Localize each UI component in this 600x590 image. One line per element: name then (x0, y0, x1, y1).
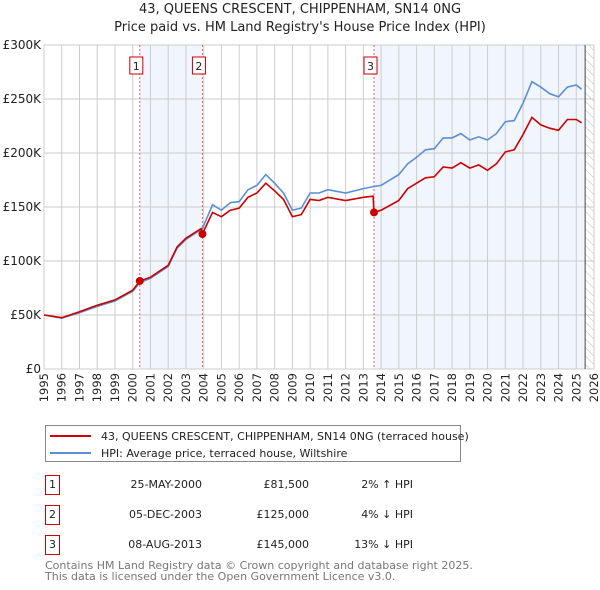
sale-date: 05-DEC-2003 (128, 508, 202, 521)
sale-point (135, 276, 144, 285)
sale-hpi-diff: 13% ↓ HPI (354, 538, 413, 551)
y-tick-label: £50K (10, 308, 42, 322)
y-tick-label: £200K (3, 146, 43, 160)
x-tick-label: 2018 (445, 373, 459, 402)
sale-hpi-diff: 4% ↓ HPI (361, 508, 413, 521)
sale-label-box (363, 56, 378, 75)
x-tick-label: 2002 (161, 373, 175, 402)
x-tick-label: 2014 (374, 373, 388, 402)
sale-marker-number: 3 (45, 535, 60, 555)
x-tick-label: 2022 (516, 373, 530, 402)
x-tick-label: 2021 (498, 373, 512, 402)
x-tick-label: 1996 (55, 373, 69, 402)
y-tick-label: £150K (3, 200, 43, 214)
sale-marker-number: 1 (45, 475, 60, 495)
x-tick-label: 2007 (250, 373, 264, 402)
x-tick-label: 2010 (303, 373, 317, 402)
x-tick-label: 1995 (37, 373, 51, 402)
sale-label: 3 (367, 60, 374, 73)
blue-line-swatch (50, 452, 91, 454)
x-tick-label: 2003 (179, 373, 193, 402)
sale-marker-number: 2 (45, 505, 60, 525)
x-tick-label: 2020 (481, 373, 495, 402)
x-tick-label: 2000 (126, 373, 140, 402)
x-tick-label: 2006 (232, 373, 246, 402)
sale-price: £125,000 (256, 508, 310, 521)
x-tick-label: 1997 (72, 373, 86, 402)
legend-label-hpi: HPI: Average price, terraced house, Wilt… (101, 446, 348, 460)
chart-subtitle: Price paid vs. HM Land Registry's House … (114, 20, 486, 35)
sale-label-box (191, 56, 206, 75)
y-tick-label: £300K (3, 38, 43, 52)
y-tick-label: £0 (26, 362, 41, 376)
x-tick-label: 2016 (410, 373, 424, 402)
legend-item-property: 43, QUEENS CRESCENT, CHIPPENHAM, SN14 0N… (50, 428, 469, 444)
x-tick-label: 2025 (569, 373, 583, 402)
x-tick-label: 2017 (427, 373, 441, 402)
x-tick-label: 2009 (285, 373, 299, 402)
x-tick-label: 2026 (587, 373, 600, 402)
x-tick-label: 2023 (534, 373, 548, 402)
price-chart: 1995 1996 1997 1998 1999 2000 2001 2002 2003 2004… (3, 38, 600, 402)
x-tick-label: 1999 (108, 373, 122, 402)
y-tick-label: £250K (3, 92, 43, 106)
x-tick-label: 2012 (339, 373, 353, 402)
sale-price: £145,000 (256, 538, 310, 551)
sale-label-box (129, 56, 144, 75)
table-row: 2 05-DEC-2003 £125,000 4% ↓ HPI (45, 505, 465, 525)
x-tick-label: 2011 (321, 373, 335, 402)
sale-hpi-diff: 2% ↑ HPI (361, 478, 413, 491)
sale-label: 2 (195, 60, 202, 73)
x-tick-label: 2001 (143, 373, 157, 402)
property-price-line (43, 116, 583, 319)
sale-point (198, 230, 207, 238)
chart-title: 43, QUEENS CRESCENT, CHIPPENHAM, SN14 0N… (138, 2, 462, 17)
sale-label: 1 (133, 60, 140, 73)
sale-date: 08-AUG-2013 (128, 538, 202, 551)
sale-price: £81,500 (263, 478, 310, 491)
sale-point (370, 208, 378, 217)
footer-licence: This data is licensed under the Open Gov… (45, 570, 396, 583)
table-row: 1 25-MAY-2000 £81,500 2% ↑ HPI (45, 475, 465, 495)
x-tick-label: 2005 (214, 373, 228, 402)
sale-date: 25-MAY-2000 (130, 478, 202, 491)
legend-item-hpi: HPI: Average price, terraced house, Wilt… (50, 445, 347, 461)
legend-label-property: 43, QUEENS CRESCENT, CHIPPENHAM, SN14 0N… (101, 429, 469, 443)
x-tick-label: 2004 (197, 373, 211, 402)
x-tick-label: 1998 (90, 373, 104, 402)
x-tick-label: 2008 (268, 373, 282, 402)
x-tick-label: 2013 (356, 373, 370, 402)
x-tick-label: 2024 (552, 373, 566, 402)
x-tick-label: 2019 (463, 373, 477, 402)
footer-copyright: Contains HM Land Registry data © Crown c… (45, 559, 473, 572)
table-row: 3 08-AUG-2013 £145,000 13% ↓ HPI (45, 535, 465, 555)
legend: 43, QUEENS CRESCENT, CHIPPENHAM, SN14 0N… (45, 425, 469, 462)
y-tick-label: £100K (3, 254, 43, 268)
red-line-swatch (50, 435, 91, 437)
x-tick-label: 2015 (392, 373, 406, 402)
